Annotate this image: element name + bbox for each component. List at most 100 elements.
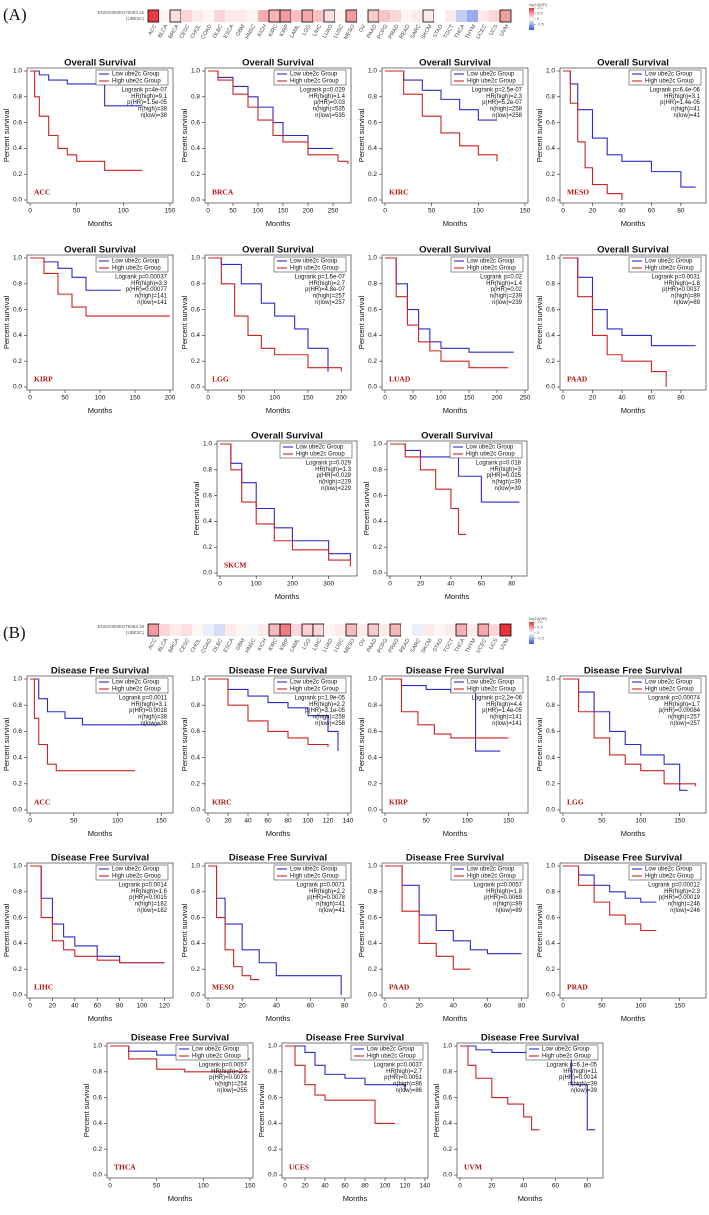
legend-box	[628, 864, 702, 881]
stat-line: p(HR)=5.2e-07	[482, 100, 523, 106]
survival-curve	[385, 678, 509, 739]
legend-box	[525, 1044, 599, 1061]
stat-line: Logrank p=0.0037	[373, 1063, 422, 1069]
y-tick-label: 0.2	[191, 966, 200, 973]
y-tick-label: 0.4	[13, 754, 22, 761]
survival-curve	[30, 865, 165, 964]
y-tick-label: 0.8	[13, 702, 22, 709]
plot-frame	[26, 862, 174, 999]
heat-cell	[345, 623, 358, 637]
stat-line: p(HR)=1.4e-05	[482, 708, 523, 714]
category-label: LIHC	[312, 638, 323, 652]
cancer-label: KIRP	[389, 798, 408, 807]
x-axis-label: Months	[343, 1194, 368, 1203]
heat-cell	[279, 9, 292, 23]
y-tick-label: 1.0	[368, 68, 377, 75]
chart-title: Disease Free Survival	[51, 666, 149, 677]
survival-curve	[385, 865, 471, 970]
legend-label: Low ube2c Group	[290, 680, 338, 686]
x-tick-label: 80	[284, 818, 292, 825]
y-tick-label: 1.0	[191, 676, 200, 683]
stat-line: HR(high)=1.3	[315, 467, 352, 473]
colorbar-title: log10(HR)	[529, 2, 548, 7]
y-tick-label: 1.0	[93, 1043, 102, 1050]
y-tick-label: 0.2	[546, 966, 555, 973]
y-tick-label: 0.6	[13, 119, 22, 126]
plot-frame	[204, 675, 352, 814]
category-label: KICH	[257, 638, 269, 652]
x-axis-label: Months	[88, 219, 113, 228]
plot-frame	[386, 440, 528, 577]
survival-curve	[563, 70, 696, 188]
y-tick-label: 0.0	[368, 807, 377, 814]
stat-line: n(low)=86	[395, 1088, 422, 1094]
x-tick-label: 40	[447, 581, 455, 588]
stat-line: p(HR)=0.0014	[559, 1075, 598, 1081]
x-axis-label: Months	[266, 406, 291, 415]
stat-line: p(HR)=0.0018	[129, 708, 168, 714]
stat-line: n(high)=38	[138, 106, 168, 112]
y-tick-label: 0.6	[13, 728, 22, 735]
heat-cell	[367, 9, 380, 23]
y-tick-label: 0.0	[368, 197, 377, 204]
y-axis-label: Percent survival	[82, 1083, 91, 1137]
plot-frame	[559, 862, 707, 999]
x-tick-label: 150	[503, 818, 514, 825]
y-axis-label: Percent survival	[535, 903, 544, 957]
plot-frame	[216, 440, 358, 577]
heat-cell	[291, 10, 302, 22]
y-tick-label: 0.0	[373, 570, 382, 577]
stat-line: Logrank p=0.00074	[648, 696, 701, 702]
stat-line: Logrank p=0.018	[476, 461, 522, 467]
x-axis-label: Months	[168, 1194, 193, 1203]
legend-box	[95, 864, 169, 881]
heat-cell	[335, 10, 346, 22]
y-tick-label: 0.8	[203, 467, 212, 474]
survival-curve	[460, 1045, 540, 1131]
stat-line: p(HR)=0.029	[316, 473, 351, 479]
stat-line: n(high)=89	[493, 901, 523, 907]
y-axis-label: Percent survival	[357, 108, 366, 162]
category-label: KIRC	[268, 638, 280, 652]
stat-line: p(HR)=1.5e-05	[127, 100, 168, 106]
legend-label: High ube2c Group	[367, 1054, 416, 1060]
x-tick-label: 0	[28, 818, 32, 825]
chart-title: Disease Free Survival	[229, 666, 327, 677]
heat-cell	[379, 10, 390, 22]
y-tick-label: 1.0	[546, 255, 555, 262]
stat-line: Logrank p=0.0071	[296, 883, 345, 889]
y-axis-label: Percent survival	[257, 1083, 266, 1137]
y-tick-label: 0.4	[546, 940, 555, 947]
category-label: MESO	[343, 23, 357, 41]
survival-curve	[390, 443, 467, 535]
y-tick-label: 1.0	[368, 255, 377, 262]
survival-curve	[110, 1045, 250, 1073]
y-tick-label: 0.4	[191, 332, 200, 339]
x-tick-label: 100	[436, 395, 447, 402]
y-tick-label: 1.0	[13, 68, 22, 75]
heat-cell	[434, 10, 445, 22]
stat-line: n(low)=246	[670, 908, 701, 914]
cancer-label: PAAD	[389, 983, 410, 992]
category-label: UCS	[488, 637, 499, 650]
x-axis-label: Months	[443, 1014, 468, 1023]
survival-curve	[385, 865, 522, 955]
y-tick-label: 0.2	[13, 781, 22, 788]
x-tick-label: 100	[95, 395, 106, 402]
stat-line: n(high)=182	[135, 901, 168, 907]
y-tick-label: 1.0	[368, 676, 377, 683]
legend-label: High ube2c Group	[296, 452, 345, 458]
legend-box	[273, 69, 347, 86]
plot-frame	[559, 67, 707, 204]
x-tick-label: 20	[224, 818, 232, 825]
stat-line: HR(high)=2.7	[309, 281, 346, 287]
x-tick-label: 200	[492, 395, 503, 402]
x-tick-label: 80	[508, 581, 516, 588]
x-tick-label: 0	[561, 1003, 565, 1010]
category-label: LAML	[289, 638, 301, 653]
plot-frame	[204, 862, 352, 999]
heat-cell	[434, 624, 445, 636]
x-tick-label: 150	[303, 395, 314, 402]
heat-cell	[401, 10, 412, 22]
x-tick-label: 100	[269, 395, 280, 402]
